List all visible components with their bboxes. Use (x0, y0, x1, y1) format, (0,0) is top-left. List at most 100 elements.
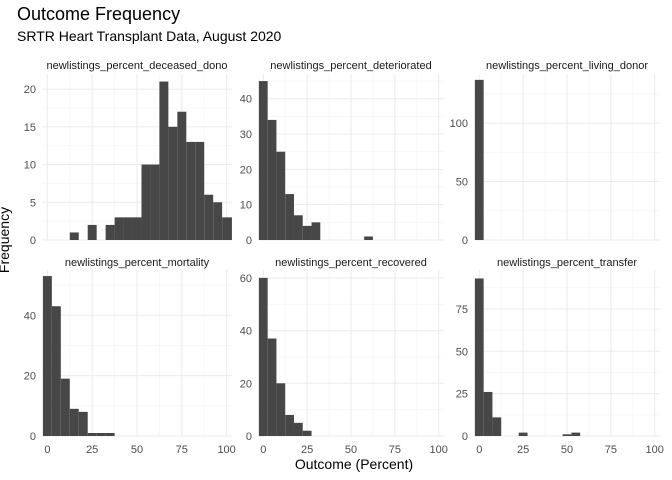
histogram-bar (492, 417, 502, 436)
histogram-bar (186, 141, 196, 240)
x-tick-label: 25 (86, 444, 98, 456)
histogram-bar (105, 224, 115, 240)
histogram-bar (177, 111, 187, 240)
y-tick-label: 50 (456, 177, 468, 189)
x-tick-label: 0 (476, 444, 482, 456)
histogram-bar (276, 383, 286, 436)
x-tick-label: 25 (301, 444, 313, 456)
y-tick-label: 0 (462, 235, 468, 247)
y-tick-label: 20 (240, 164, 252, 176)
histogram-bar (267, 338, 277, 436)
histogram-bar (87, 432, 97, 436)
facet-panel: 0 50 100 newlistings_percent_living_donor (450, 60, 660, 247)
y-tick-label: 5 (30, 197, 36, 209)
facet-panel: 0 20 40 60 newlistings_percent_recovered 0 25 5… (240, 257, 448, 456)
x-tick-label: 100 (217, 444, 235, 456)
histogram-bar (60, 378, 70, 436)
histogram-bar (302, 225, 312, 240)
y-tick-label: 0 (462, 431, 468, 443)
histogram-bar (474, 278, 484, 436)
histogram-bar (293, 422, 303, 436)
histogram-bar (483, 391, 493, 436)
histogram-bar (69, 408, 79, 436)
histogram-bar (258, 277, 268, 436)
histogram-bar (302, 430, 312, 436)
y-tick-label: 40 (240, 326, 252, 338)
histogram-bar (562, 434, 572, 436)
x-tick-label: 100 (430, 444, 448, 456)
histogram-bar (311, 222, 321, 240)
y-tick-label: 60 (240, 273, 252, 285)
facet-panel: 0 20 40 newlistings_percent_mortality 0 25 50 7… (24, 257, 236, 456)
histogram-bar (159, 81, 169, 240)
histogram-bar (204, 194, 214, 240)
histogram-bar (213, 202, 223, 240)
histogram-bar (132, 217, 142, 240)
x-tick-label: 25 (517, 444, 529, 456)
y-tick-label: 15 (24, 122, 36, 134)
y-tick-label: 75 (456, 304, 468, 316)
bar-group (474, 278, 581, 436)
histogram-bar (285, 414, 294, 436)
facet-strip-label: newlistings_percent_deceased_dono (46, 60, 227, 72)
histogram-bar (518, 432, 528, 436)
y-tick-label: 0 (246, 431, 252, 443)
histogram-bar (168, 126, 178, 240)
histogram-bar (114, 217, 124, 240)
y-tick-label: 20 (24, 371, 36, 383)
y-tick-label: 40 (24, 310, 36, 322)
x-tick-label: 50 (131, 444, 143, 456)
histogram-bar (267, 119, 277, 240)
histogram-bar (258, 81, 268, 240)
histogram-bar (231, 217, 232, 240)
bar-group (42, 276, 115, 436)
bar-group (474, 79, 484, 240)
bar-group (69, 81, 232, 240)
histogram-bar (364, 236, 373, 240)
histogram-bar (222, 217, 232, 240)
y-tick-label: 0 (30, 235, 36, 247)
histogram-bar (293, 215, 303, 240)
histogram-bar (276, 151, 286, 240)
facet-panel: 0 10 20 30 40 newlistings_percent_deteriorate… (240, 60, 444, 247)
histogram-bar (78, 411, 88, 436)
histogram-bar (141, 164, 151, 240)
facet-strip-label: newlistings_percent_mortality (65, 257, 210, 269)
y-tick-label: 10 (240, 200, 252, 212)
histogram-bar (105, 432, 115, 436)
x-tick-label: 50 (345, 444, 357, 456)
y-tick-label: 50 (456, 346, 468, 358)
x-axis-label: Outcome (Percent) (294, 456, 414, 472)
facet-panel: 0 5 10 15 20 newlistings_percent_deceased_don… (24, 60, 232, 247)
y-tick-label: 100 (450, 118, 468, 130)
facet-strip-label: newlistings_percent_deteriorated (270, 60, 431, 72)
x-tick-label: 75 (176, 444, 188, 456)
y-tick-label: 25 (456, 389, 468, 401)
x-tick-label: 100 (646, 444, 664, 456)
bar-group (258, 81, 373, 240)
histogram-bar (69, 232, 79, 240)
histogram-bar (285, 194, 294, 240)
facet-strip-label: newlistings_percent_recovered (275, 257, 427, 269)
histogram-bar (51, 306, 61, 436)
chart-title: Outcome Frequency (17, 4, 181, 24)
facet-strip-label: newlistings_percent_transfer (497, 257, 637, 269)
histogram-bar (150, 164, 160, 240)
histogram-bar (571, 432, 581, 436)
y-tick-label: 0 (30, 431, 36, 443)
x-tick-label: 0 (44, 444, 50, 456)
y-tick-label: 20 (240, 378, 252, 390)
facet-panel: 0 25 50 75 newlistings_percent_transfer 0 25 50… (456, 257, 664, 456)
y-tick-label: 0 (246, 235, 252, 247)
histogram-bar (474, 79, 484, 240)
bar-group (258, 277, 312, 436)
x-tick-label: 50 (561, 444, 573, 456)
x-tick-label: 75 (605, 444, 617, 456)
chart-subtitle: SRTR Heart Transplant Data, August 2020 (17, 28, 282, 44)
y-tick-label: 10 (24, 160, 36, 172)
x-tick-label: 0 (260, 444, 266, 456)
y-tick-label: 40 (240, 94, 252, 106)
histogram-bar (87, 224, 97, 240)
histogram-bar (42, 276, 52, 436)
